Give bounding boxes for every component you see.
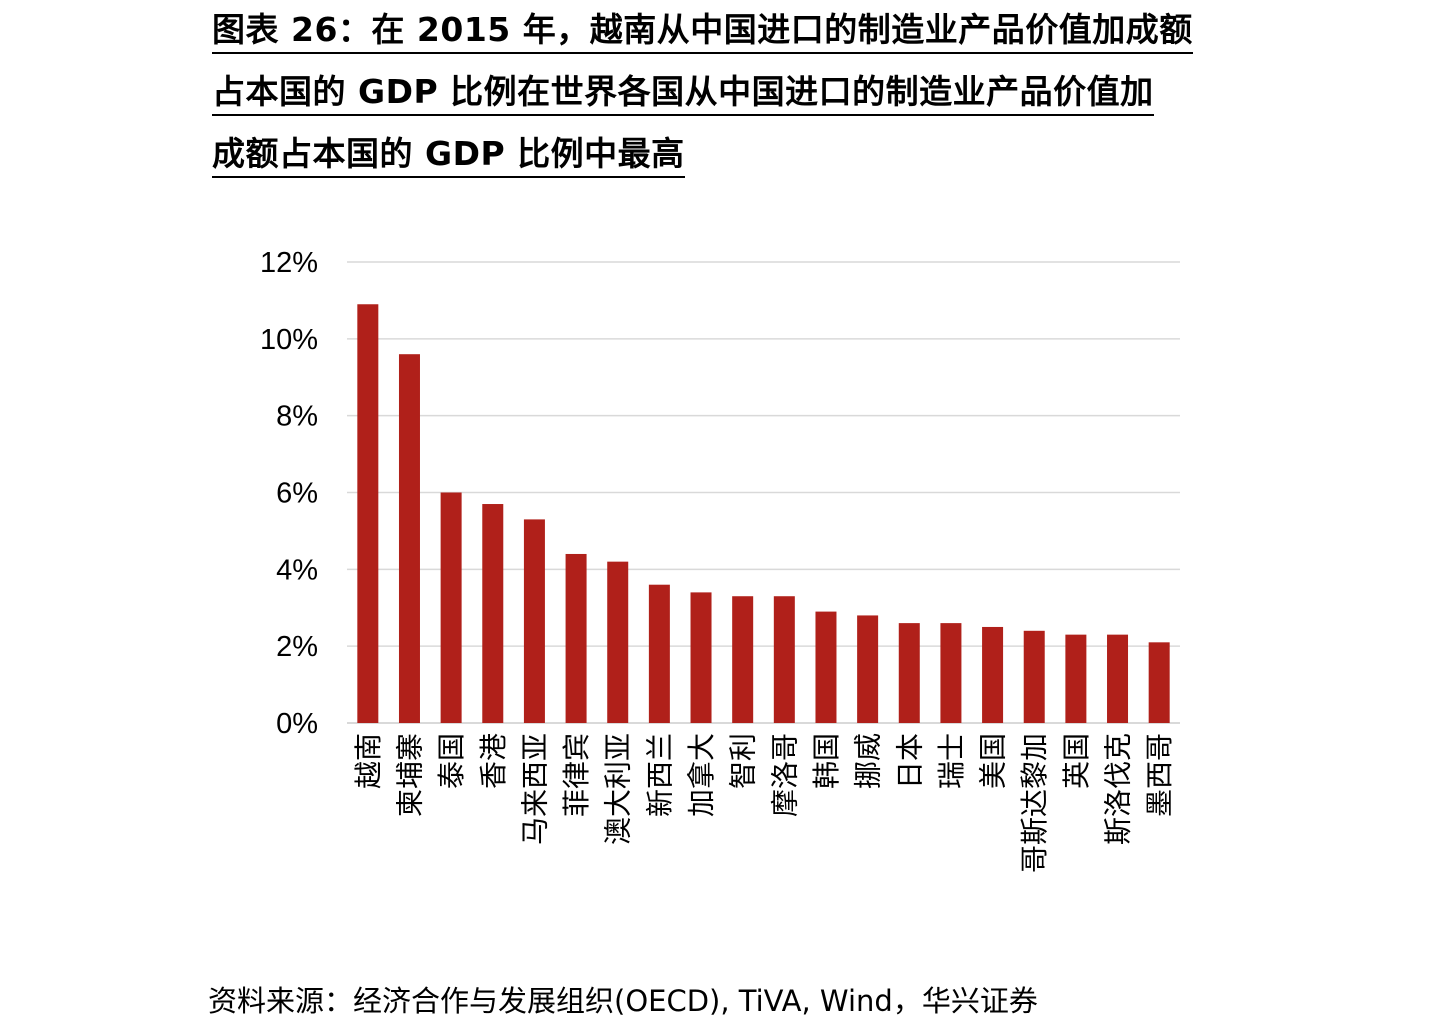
x-tick-label: 英国 — [1060, 733, 1093, 789]
x-tick-label: 智利 — [727, 733, 760, 789]
bar-chart: 0% 2% 4% 6% 8% 10% 12% 越南 柬埔寨 泰国 香港 马来西亚 菲律宾 澳大利亚 新西兰加… — [260, 247, 1180, 873]
bar — [1023, 630, 1045, 723]
y-tick-label: 4% — [276, 554, 318, 586]
bar — [815, 611, 837, 723]
x-tick-label: 挪威 — [852, 733, 885, 789]
x-tick-label: 摩洛哥 — [768, 733, 801, 817]
chart-title: 图表 26：在 2015 年，越南从中国进口的制造业产品价值加成额 占本国的 G… — [212, 8, 1242, 194]
x-tick-label: 马来西亚 — [518, 733, 551, 845]
x-tick-label: 韩国 — [810, 733, 843, 789]
title-line-3: 成额占本国的 GDP 比例中最高 — [212, 132, 685, 178]
x-tick-label: 日本 — [893, 733, 926, 789]
x-tick-label: 香港 — [477, 733, 510, 789]
y-tick-label: 8% — [276, 401, 318, 433]
y-tick-label: 2% — [276, 631, 318, 663]
bar — [1107, 634, 1129, 723]
x-tick-label: 墨西哥 — [1143, 733, 1176, 817]
bar — [773, 596, 795, 723]
x-tick-label: 泰国 — [435, 733, 468, 789]
bar — [357, 304, 379, 723]
title-line-2: 占本国的 GDP 比例在世界各国从中国进口的制造业产品价值加 — [212, 70, 1154, 116]
bar — [398, 354, 420, 723]
source-note: 资料来源：经济合作与发展组织(OECD), TiVA, Wind，华兴证券 — [208, 984, 1038, 1018]
y-tick-label: 10% — [260, 324, 318, 356]
x-tick-label: 斯洛伐克 — [1102, 733, 1135, 845]
x-tick-label: 瑞士 — [935, 733, 968, 789]
bar — [1065, 634, 1087, 723]
bar — [440, 492, 462, 723]
bar — [982, 626, 1004, 723]
y-tick-label: 6% — [276, 478, 318, 510]
x-tick-label: 柬埔寨 — [393, 733, 426, 817]
bar — [1148, 642, 1170, 723]
bar — [732, 596, 754, 723]
x-tick-label: 美国 — [977, 733, 1010, 789]
bar — [607, 561, 629, 723]
title-line-1: 图表 26：在 2015 年，越南从中国进口的制造业产品价值加成额 — [212, 8, 1193, 54]
bar — [898, 623, 920, 723]
y-tick-label: 0% — [276, 708, 318, 740]
x-tick-label: 新西兰 — [643, 733, 676, 817]
bar — [690, 592, 712, 723]
x-tick-label: 越南 — [352, 733, 385, 789]
bar — [940, 623, 962, 723]
bar — [648, 584, 670, 723]
x-tick-label: 加拿大 — [685, 733, 718, 817]
y-tick-label: 12% — [260, 247, 318, 279]
x-tick-label: 菲律宾 — [560, 733, 593, 817]
bar — [482, 504, 504, 723]
bar — [565, 553, 587, 723]
x-tick-label: 澳大利亚 — [602, 733, 635, 845]
bar — [857, 615, 879, 723]
bar — [523, 519, 545, 723]
x-tick-label: 哥斯达黎加 — [1018, 733, 1051, 873]
